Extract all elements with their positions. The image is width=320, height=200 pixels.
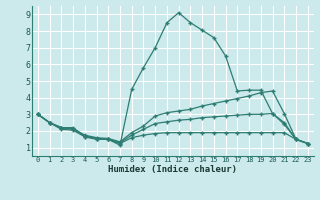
X-axis label: Humidex (Indice chaleur): Humidex (Indice chaleur) — [108, 165, 237, 174]
